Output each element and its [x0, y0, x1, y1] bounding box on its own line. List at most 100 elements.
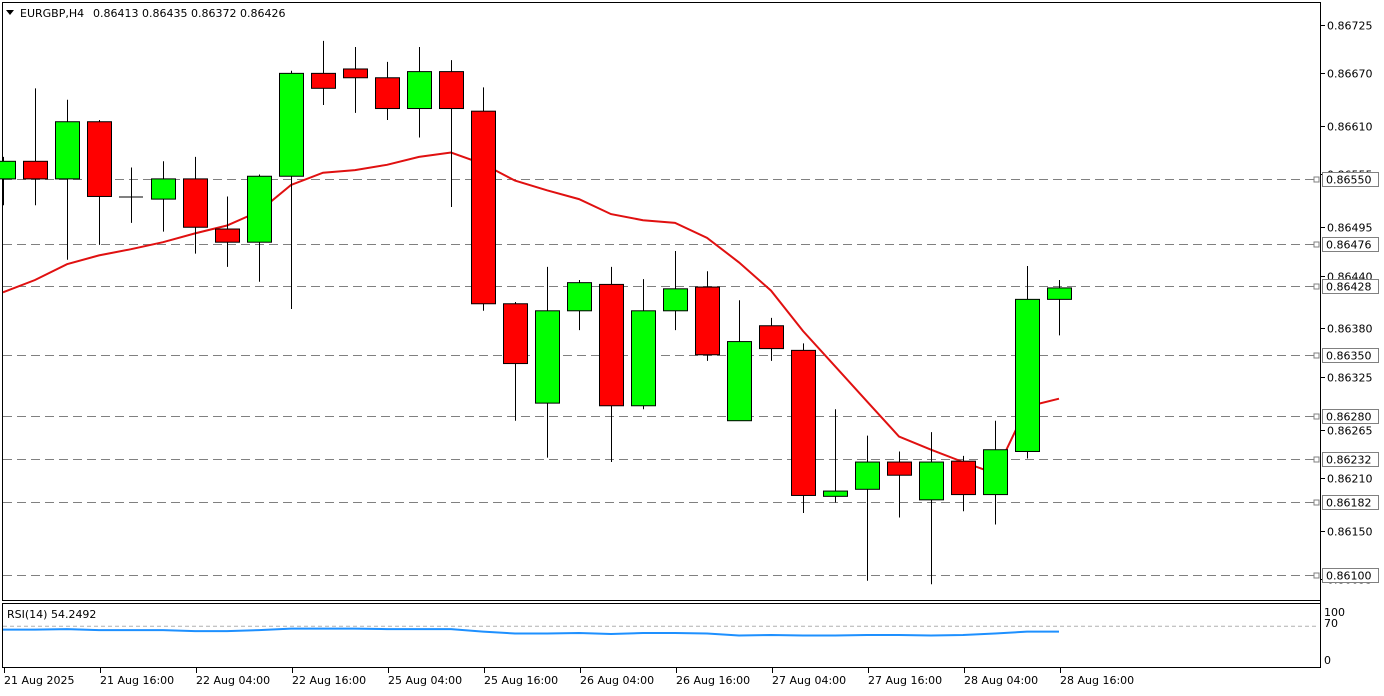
time-label-0: 21 Aug 2025 [4, 674, 74, 687]
candle-25 [791, 343, 816, 514]
time-label-7: 26 Aug 16:00 [676, 674, 750, 687]
candle-12 [375, 61, 400, 120]
rsi-panel-frame [2, 603, 1321, 668]
candle-body-0 [0, 160, 16, 180]
level-label-3: 0.86350 [1326, 350, 1372, 363]
candle-17 [535, 266, 560, 458]
candle-body-6 [183, 178, 208, 228]
candle-33 [1047, 280, 1072, 336]
candle-body-29 [919, 461, 944, 501]
level-label-0: 0.86550 [1326, 174, 1372, 187]
candle-body-31 [983, 449, 1008, 496]
candle-body-23 [727, 341, 752, 422]
level-handle-2[interactable] [1313, 283, 1320, 290]
level-handle-5[interactable] [1313, 456, 1320, 463]
candle-body-9 [279, 72, 304, 177]
level-label-box-1 [1322, 237, 1379, 252]
level-label-box-7 [1322, 568, 1379, 583]
candle-13 [407, 46, 432, 138]
triangle-down-icon[interactable] [6, 10, 14, 15]
candle-29 [919, 432, 944, 585]
time-label-1: 21 Aug 16:00 [100, 674, 174, 687]
candle-body-21 [663, 288, 688, 312]
level-label-box-6 [1322, 495, 1379, 510]
candle-3 [87, 119, 112, 245]
candle-body-28 [887, 461, 912, 476]
candle-1 [23, 88, 48, 206]
level-handle-1[interactable] [1313, 241, 1320, 248]
main-chart-frame [2, 2, 1321, 601]
candle-22 [695, 271, 720, 361]
price-tick-label-7: 0.86325 [1327, 372, 1373, 385]
time-label-9: 27 Aug 16:00 [868, 674, 942, 687]
candle-body-27 [855, 461, 880, 490]
rsi-label: RSI(14) 54.2492 [7, 608, 96, 621]
level-handle-4[interactable] [1313, 413, 1320, 420]
candle-2 [55, 99, 80, 260]
candle-body-12 [375, 77, 400, 110]
time-label-11: 28 Aug 16:00 [1060, 674, 1134, 687]
candle-18 [567, 280, 592, 331]
candle-26 [823, 409, 848, 503]
level-handle-6[interactable] [1313, 499, 1320, 506]
candle-27 [855, 435, 880, 581]
candle-body-24 [759, 325, 784, 350]
rsi-line[interactable] [3, 627, 1059, 637]
rsi-tick-100: 100 [1324, 606, 1345, 619]
level-label-5: 0.86232 [1326, 454, 1372, 467]
candle-0 [0, 156, 16, 206]
price-tick-label-6: 0.86380 [1327, 323, 1373, 336]
price-tick-label-9: 0.86210 [1327, 473, 1373, 486]
time-label-3: 22 Aug 16:00 [292, 674, 366, 687]
moving-average [2, 151, 1060, 475]
candle-body-5 [151, 178, 176, 200]
candles [0, 40, 1072, 585]
price-tick-label-8: 0.86265 [1327, 425, 1373, 438]
horizontal-levels [3, 176, 1320, 579]
level-handle-7[interactable] [1313, 572, 1320, 579]
level-handle-3[interactable] [1313, 352, 1320, 359]
candle-7 [215, 196, 240, 267]
candle-body-8 [247, 175, 272, 243]
candle-body-15 [471, 110, 496, 305]
price-axis: 0.867250.866700.866100.865550.864950.864… [1320, 20, 1379, 587]
candle-32 [1015, 265, 1040, 459]
level-label-1: 0.86476 [1326, 239, 1372, 252]
candle-body-25 [791, 349, 816, 496]
price-tick-label-4: 0.86495 [1327, 222, 1373, 235]
level-label-7: 0.86100 [1326, 570, 1372, 583]
candle-15 [471, 87, 496, 311]
candle-body-32 [1015, 298, 1040, 452]
candle-body-18 [567, 282, 592, 312]
time-label-4: 25 Aug 04:00 [388, 674, 462, 687]
candle-body-2 [55, 121, 80, 180]
time-label-6: 26 Aug 04:00 [580, 674, 654, 687]
ma-line[interactable] [2, 151, 1060, 475]
candle-body-1 [23, 160, 48, 180]
level-label-4: 0.86280 [1326, 411, 1372, 424]
level-label-box-3 [1322, 348, 1379, 363]
price-tick-label-1: 0.86670 [1327, 68, 1373, 81]
candle-body-33 [1047, 287, 1072, 300]
price-tick-label-2: 0.86610 [1327, 121, 1373, 134]
level-label-6: 0.86182 [1326, 497, 1372, 510]
candle-11 [343, 46, 368, 113]
level-label-box-4 [1322, 409, 1379, 424]
candle-body-11 [343, 68, 368, 79]
candle-4 [119, 167, 143, 223]
time-label-2: 22 Aug 04:00 [196, 674, 270, 687]
candle-16 [503, 302, 528, 421]
candle-body-19 [599, 283, 624, 407]
candle-body-17 [535, 310, 560, 404]
candle-body-10 [311, 72, 336, 89]
candle-20 [631, 279, 656, 410]
level-label-box-0 [1322, 172, 1379, 187]
candle-8 [247, 174, 272, 282]
candle-10 [311, 40, 336, 106]
level-handle-0[interactable] [1313, 176, 1320, 183]
candle-9 [279, 70, 304, 310]
candle-14 [439, 60, 464, 208]
level-label-box-2 [1322, 279, 1379, 294]
